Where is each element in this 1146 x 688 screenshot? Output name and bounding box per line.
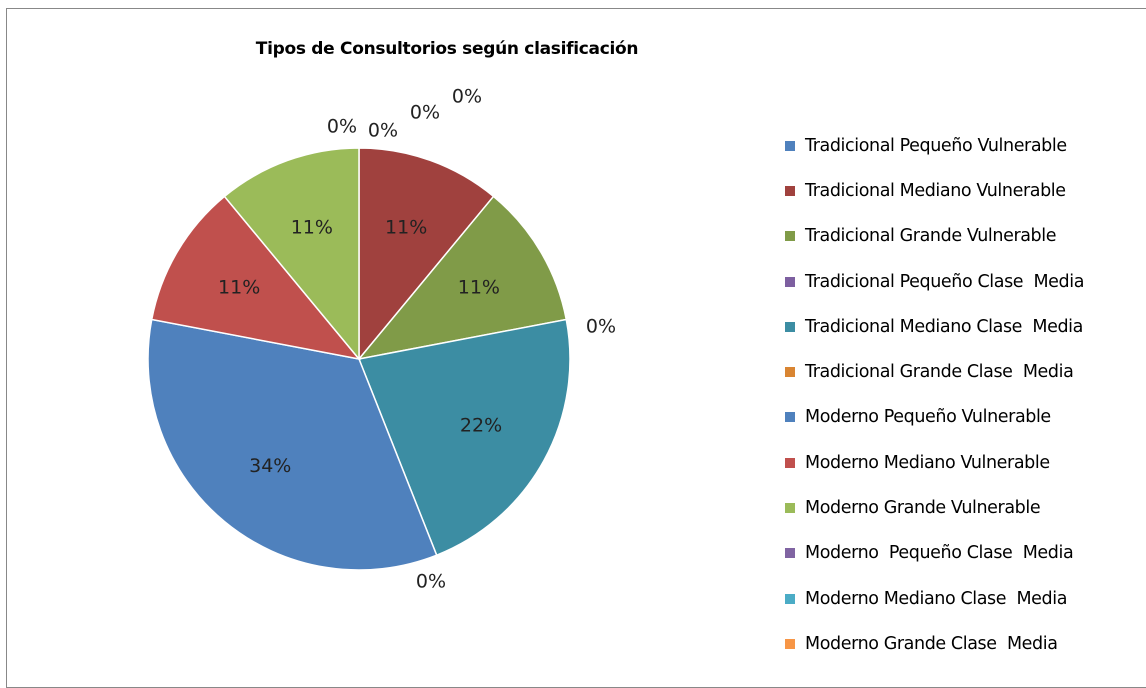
legend-item-8: Moderno Mediano Vulnerable	[785, 440, 1084, 485]
pie-slice-8	[150, 195, 361, 361]
legend-label-2: Tradicional Mediano Vulnerable	[805, 180, 1066, 201]
chart-area: Tipos de Consultorios según clasificació…	[6, 8, 1146, 688]
legend-swatch-2	[785, 185, 795, 196]
legend-swatch-11	[785, 593, 795, 604]
data-label-10: 0%	[368, 120, 398, 142]
legend-swatch-9	[785, 503, 795, 514]
legend-label-4: Tradicional Pequeño Clase Media	[805, 271, 1085, 292]
legend-item-3: Tradicional Grande Vulnerable	[785, 214, 1084, 259]
legend-label-12: Moderno Grande Clase Media	[805, 633, 1058, 654]
legend-label-10: Moderno Pequeño Clase Media	[805, 543, 1074, 564]
legend-swatch-10	[785, 548, 795, 559]
legend-label-7: Moderno Pequeño Vulnerable	[805, 407, 1051, 428]
data-label-2: 11%	[385, 216, 427, 238]
legend-label-11: Moderno Mediano Clase Media	[805, 588, 1068, 609]
legend-swatch-1	[785, 140, 795, 151]
chart-title: Tipos de Consultorios según clasificació…	[255, 39, 639, 59]
data-label-9: 11%	[291, 216, 333, 238]
legend-item-11: Moderno Mediano Clase Media	[785, 576, 1084, 621]
legend-swatch-5	[785, 321, 795, 332]
legend-swatch-8	[785, 457, 795, 468]
data-label-5: 22%	[460, 415, 502, 437]
legend-item-6: Tradicional Grande Clase Media	[785, 349, 1084, 394]
data-label-3: 11%	[458, 277, 500, 299]
legend-swatch-3	[785, 231, 795, 242]
data-label-11: 0%	[410, 102, 440, 124]
legend-item-2: Tradicional Mediano Vulnerable	[785, 168, 1084, 213]
legend-label-9: Moderno Grande Vulnerable	[805, 498, 1041, 519]
pie-slice-2	[358, 147, 495, 362]
legend-item-5: Tradicional Mediano Clase Media	[785, 304, 1084, 349]
chart-legend: Tradicional Pequeño Vulnerable Tradiciona…	[785, 123, 1084, 667]
legend-item-9: Moderno Grande Vulnerable	[785, 485, 1084, 530]
pie-chart: 0% 11% 11% 0% 22% 0% 34% 11% 11% 0% 0% 0%	[147, 86, 616, 593]
legend-swatch-7	[785, 412, 795, 423]
pie-slice-7	[147, 318, 438, 571]
data-label-6: 0%	[416, 571, 446, 593]
data-label-8: 11%	[218, 277, 260, 299]
legend-swatch-6	[785, 367, 795, 378]
legend-label-1: Tradicional Pequeño Vulnerable	[805, 135, 1067, 156]
legend-item-1: Tradicional Pequeño Vulnerable	[785, 123, 1084, 168]
legend-item-10: Moderno Pequeño Clase Media	[785, 531, 1084, 576]
legend-item-12: Moderno Grande Clase Media	[785, 621, 1084, 666]
data-label-4: 0%	[586, 316, 616, 338]
legend-item-7: Moderno Pequeño Vulnerable	[785, 395, 1084, 440]
legend-label-5: Tradicional Mediano Clase Media	[805, 316, 1083, 337]
legend-item-4: Tradicional Pequeño Clase Media	[785, 259, 1084, 304]
data-label-12: 0%	[452, 86, 482, 108]
legend-label-6: Tradicional Grande Clase Media	[805, 362, 1074, 383]
legend-swatch-4	[785, 276, 795, 287]
legend-label-3: Tradicional Grande Vulnerable	[805, 226, 1057, 247]
pie-slice-9	[223, 147, 360, 362]
data-label-1: 0%	[327, 116, 357, 138]
pie-slice-3	[357, 195, 568, 361]
pie-slice-5	[357, 318, 571, 557]
legend-swatch-12	[785, 638, 795, 649]
legend-label-8: Moderno Mediano Vulnerable	[805, 452, 1050, 473]
data-label-7: 34%	[249, 455, 291, 477]
